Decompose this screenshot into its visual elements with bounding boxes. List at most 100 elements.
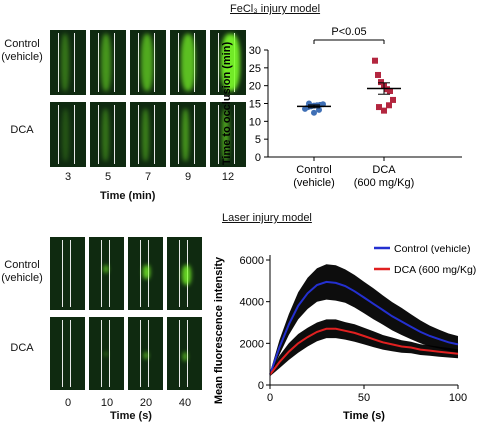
micrograph-tile-r1-c2 [90,30,126,95]
sem-band [270,264,458,377]
micrograph-tile-r1-c4 [170,30,206,95]
thrombus-fluorescence [183,352,188,361]
micrograph-tile-r2-c4 [167,317,202,390]
y-axis-label: Mean fluorescence intensity [213,256,225,404]
control-data-point [316,106,322,113]
thrombus-fluorescence [103,264,108,274]
vessel-wall-line [217,104,219,165]
panel-a-time-tick: 3 [64,171,72,183]
panel-a-time-tick: 7 [144,171,152,183]
vessel-wall-line [101,239,103,308]
vessel-wall-line [57,104,59,165]
thrombus-fluorescence [182,108,189,161]
vessel-wall-line [97,104,99,165]
vessel-wall-line [193,104,195,165]
x-category-label: (600 mg/Kg) [354,177,415,189]
y-tick-label: 30 [249,45,261,57]
panel-b-xlabel: Time (s) [110,410,152,422]
vessel-wall-line [73,104,75,165]
vessel-wall-line [137,32,139,93]
vessel-wall-line [62,319,64,388]
vessel-wall-line [97,32,99,93]
dca-data-point [378,79,384,86]
thrombus-fluorescence [144,352,148,360]
fluorescence-intensity-chart: 0 2000 4000 6000 0 50 100 Time (s) Mean fluoresc… [213,245,476,422]
time-to-occlusion-chart: 0 5 10 15 20 25 30 Time to occlusion (min) Contr… [221,26,462,189]
x-axis-label: Time (s) [343,410,385,422]
y-tick-label: 0 [255,152,261,164]
panel-a-xlabel: Time (min) [100,190,156,202]
x-category-label: DCA [372,164,396,176]
dca-data-point [376,104,382,111]
thrombus-fluorescence [220,33,240,92]
vessel-wall-line [153,104,155,165]
thrombus-fluorescence [102,108,109,161]
vessel-wall-line [113,32,115,93]
micrograph-tile-r1-c4 [167,237,202,310]
vessel-wall-line [177,104,179,165]
vessel-wall-line [70,319,72,388]
micrograph-tile-r2-c3 [130,102,166,167]
series-line [269,327,459,376]
vessel-wall-line [62,239,64,308]
micrograph-tile-r1-c1 [50,237,85,310]
micrograph-tile-r2-c2 [90,102,126,167]
micrograph-tile-r1-c1 [50,30,86,95]
y-tick-label: 20 [249,81,261,93]
micrograph-tile-r2-c3 [128,317,163,390]
x-category-label: Control [296,164,331,176]
micrograph-tile-r1-c3 [128,237,163,310]
micrograph-tile-r1-c3 [130,30,166,95]
thrombus-fluorescence [181,264,192,286]
y-tick-label: 2000 [240,338,264,350]
thrombus-fluorescence [222,108,229,161]
micrograph-tile-r2-c5 [210,102,246,167]
sem-band [270,319,458,377]
thrombus-fluorescence [142,108,149,161]
y-tick-label: 6000 [240,255,264,267]
dca-data-point [381,107,387,114]
thrombus-fluorescence [100,33,111,92]
panel-b-row-label-dca: DCA [0,342,44,355]
micrograph-tile-r1-c5 [210,30,246,95]
vessel-wall-line [137,104,139,165]
dca-data-point [387,88,393,95]
vessel-wall-line [109,239,111,308]
y-tick-label: 4000 [240,297,264,309]
micrograph-tile-r2-c1 [50,317,85,390]
dca-data-point [372,57,378,64]
panel-a-row-label-dca-text: DCA [10,124,34,136]
vessel-wall-line [73,32,75,93]
vessel-wall-line [109,319,111,388]
panel-b-row-label-dca-text: DCA [10,342,34,354]
control-data-point [306,100,312,107]
p-value-annotation: P<0.05 [331,26,366,38]
x-tick-label: 0 [267,392,273,404]
vessel-wall-line [177,32,179,93]
y-tick-label: 15 [249,99,261,111]
y-tick-label: 0 [258,380,264,392]
y-tick-label: 10 [249,116,261,128]
dca-data-point [375,71,381,78]
panel-a-time-tick: 5 [104,171,112,183]
panel-a-title: FeCl₃ injury model [230,3,321,15]
micrograph-tile-r2-c1 [50,102,86,167]
thrombus-fluorescence [180,33,196,92]
panel-b-time-tick: 0 [64,397,72,409]
panel-b-title: Laser injury model [222,212,312,224]
panel-b-time-tick: 10 [100,397,114,409]
control-data-point [311,109,317,116]
panel-a-row-label-control: Control (vehicle) [0,38,44,64]
vessel-wall-line [140,319,142,388]
panel-b-time-tick: 40 [178,397,192,409]
micrograph-tile-r2-c4 [170,102,206,167]
y-axis-label: Time to occlusion (min) [221,42,233,166]
micrograph-tile-r2-c2 [89,317,124,390]
vessel-wall-line [57,32,59,93]
panel-b-time-tick: 20 [139,397,153,409]
x-tick-label: 50 [358,392,370,404]
x-tick-label: 100 [449,392,467,404]
vessel-wall-line [70,239,72,308]
legend-label: DCA (600 mg/Kg) [394,264,476,276]
vessel-wall-line [187,319,189,388]
